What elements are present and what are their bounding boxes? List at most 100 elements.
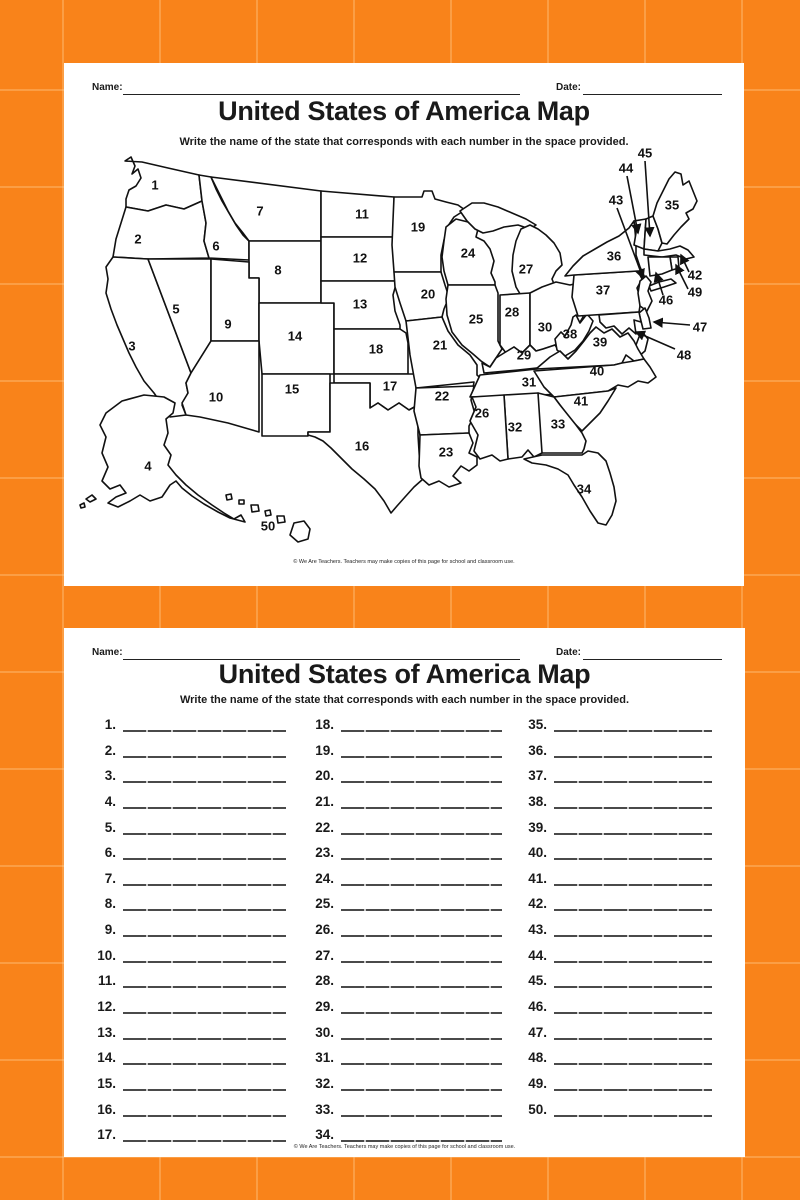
date-blank-line[interactable] — [583, 646, 722, 660]
answer-number: 13. — [97, 1024, 116, 1040]
pointer-arrow — [634, 330, 676, 350]
map-number-14: 14 — [288, 328, 303, 343]
answer-blank-line[interactable] — [554, 986, 712, 989]
answer-number: 49. — [528, 1075, 547, 1091]
answer-blank-line[interactable] — [554, 1114, 712, 1117]
answer-row-15: 15. — [86, 1074, 288, 1100]
answer-blank-line[interactable] — [341, 935, 502, 938]
answer-blank-line[interactable] — [554, 832, 712, 835]
answer-row-11: 11. — [86, 971, 288, 997]
answer-blank-line[interactable] — [554, 883, 712, 886]
answer-blank-line[interactable] — [341, 781, 502, 784]
answer-blank-line[interactable] — [554, 909, 712, 912]
answer-row-29: 29. — [304, 997, 504, 1023]
answer-blank-line[interactable] — [554, 1012, 712, 1015]
answer-row-39: 39. — [517, 818, 714, 844]
answer-row-5: 5. — [86, 818, 288, 844]
answer-blank-line[interactable] — [123, 781, 286, 784]
answer-row-17: 17. — [86, 1125, 288, 1151]
map-arrow-layer — [616, 160, 691, 350]
answer-blank-line[interactable] — [123, 909, 286, 912]
answer-blank-line[interactable] — [123, 935, 286, 938]
answer-blank-line[interactable] — [123, 986, 286, 989]
answer-number: 34. — [315, 1127, 334, 1143]
answer-row-37: 37. — [517, 766, 714, 792]
map-number-18: 18 — [369, 341, 383, 356]
answer-blank-line[interactable] — [123, 1140, 286, 1143]
answer-blank-line[interactable] — [123, 1063, 286, 1066]
answer-blank-line[interactable] — [554, 755, 712, 758]
map-number-8: 8 — [274, 262, 281, 277]
name-blank-line[interactable] — [123, 81, 520, 95]
answer-blank-line[interactable] — [123, 1088, 286, 1091]
aleutian-island — [79, 502, 86, 509]
answer-blank-line[interactable] — [554, 1088, 712, 1091]
name-label: Name: — [92, 82, 123, 93]
answer-blank-line[interactable] — [123, 883, 286, 886]
answer-blank-line[interactable] — [554, 858, 712, 861]
answer-blank-line[interactable] — [554, 960, 712, 963]
answer-number: 15. — [97, 1075, 116, 1091]
answer-row-24: 24. — [304, 869, 504, 895]
answer-row-3: 3. — [86, 766, 288, 792]
answer-blank-line[interactable] — [123, 960, 286, 963]
answer-row-25: 25. — [304, 894, 504, 920]
map-number-13: 13 — [353, 296, 367, 311]
aleutian-island — [85, 494, 97, 503]
answer-row-48: 48. — [517, 1048, 714, 1074]
answer-blank-line[interactable] — [123, 858, 286, 861]
answer-row-19: 19. — [304, 741, 504, 767]
answer-blank-line[interactable] — [123, 730, 286, 732]
map-number-34: 34 — [577, 481, 592, 496]
answer-number: 20. — [315, 768, 334, 784]
state-outlines — [79, 156, 698, 543]
answer-number: 50. — [528, 1101, 547, 1117]
answer-blank-line[interactable] — [554, 1063, 712, 1066]
answer-blank-line[interactable] — [341, 858, 502, 861]
answer-blank-line[interactable] — [341, 986, 502, 989]
answer-blank-line[interactable] — [341, 755, 502, 758]
answer-blank-line[interactable] — [341, 806, 502, 809]
answer-blank-line[interactable] — [341, 1114, 502, 1117]
map-number-39: 39 — [593, 334, 607, 349]
answer-blank-line[interactable] — [123, 1037, 286, 1040]
answer-blank-line[interactable] — [341, 1088, 502, 1091]
state-arizona — [181, 340, 260, 433]
answer-row-32: 32. — [304, 1074, 504, 1100]
answer-number: 16. — [97, 1101, 116, 1117]
answer-number: 21. — [315, 793, 334, 809]
name-blank-line[interactable] — [123, 646, 520, 660]
answer-number: 8. — [104, 896, 116, 912]
answer-blank-line[interactable] — [341, 832, 502, 835]
date-blank-line[interactable] — [583, 81, 722, 95]
answer-blank-line[interactable] — [123, 832, 286, 835]
map-number-48: 48 — [677, 347, 691, 362]
answer-blank-line[interactable] — [341, 730, 502, 732]
answer-blank-line[interactable] — [123, 755, 286, 758]
answer-number: 31. — [315, 1050, 334, 1066]
answer-blank-line[interactable] — [123, 1012, 286, 1015]
answer-blank-line[interactable] — [341, 960, 502, 963]
map-number-2: 2 — [134, 231, 141, 246]
answer-blank-line[interactable] — [341, 883, 502, 886]
map-number-1: 1 — [151, 177, 158, 192]
answer-blank-line[interactable] — [554, 730, 712, 732]
pointer-arrow — [616, 207, 645, 280]
answer-blank-line[interactable] — [554, 806, 712, 809]
pointer-arrow — [652, 317, 691, 328]
answer-blank-line[interactable] — [341, 1140, 502, 1143]
answer-blank-line[interactable] — [123, 806, 286, 809]
answer-number: 22. — [315, 819, 334, 835]
answer-blank-line[interactable] — [341, 1037, 502, 1040]
answer-blank-line[interactable] — [123, 1114, 286, 1117]
answer-blank-line[interactable] — [341, 1012, 502, 1015]
answer-blank-line[interactable] — [554, 781, 712, 784]
answer-blank-line[interactable] — [341, 909, 502, 912]
state-washington — [124, 156, 203, 212]
answer-blank-line[interactable] — [554, 1037, 712, 1040]
map-number-23: 23 — [439, 444, 453, 459]
map-number-45: 45 — [638, 145, 652, 160]
answer-blank-line[interactable] — [341, 1063, 502, 1066]
answer-blank-line[interactable] — [554, 935, 712, 938]
page-title: United States of America Map — [218, 659, 591, 689]
